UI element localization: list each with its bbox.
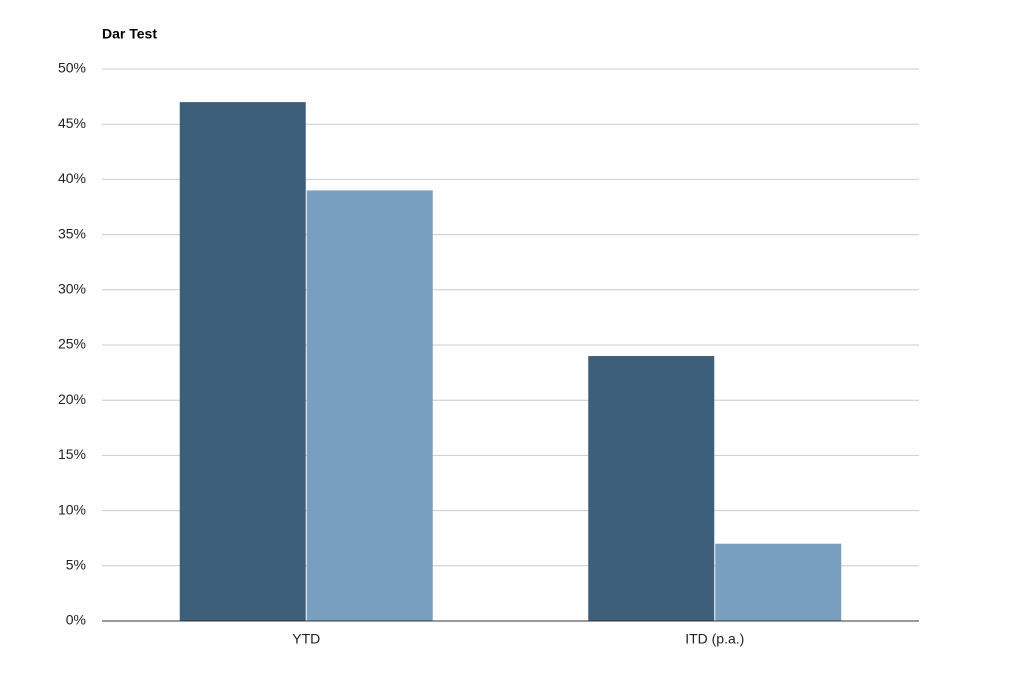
y-tick-label: 45% xyxy=(58,115,86,131)
x-tick-label: YTD xyxy=(292,631,320,647)
y-tick-label: 30% xyxy=(58,281,86,297)
bar xyxy=(179,102,306,622)
bar xyxy=(715,543,842,621)
y-tick-label: 20% xyxy=(58,391,86,407)
y-tick-label: 40% xyxy=(58,170,86,186)
x-tick-label: ITD (p.a.) xyxy=(685,631,744,647)
bar xyxy=(306,190,433,621)
chart-title: Dar Test xyxy=(102,26,157,42)
y-tick-label: 15% xyxy=(58,446,86,462)
y-tick-label: 50% xyxy=(58,60,86,76)
y-tick-label: 0% xyxy=(66,612,86,628)
bar xyxy=(588,356,715,621)
y-tick-label: 5% xyxy=(66,557,86,573)
y-tick-label: 35% xyxy=(58,225,86,241)
y-tick-label: 10% xyxy=(58,501,86,517)
y-tick-label: 25% xyxy=(58,336,86,352)
